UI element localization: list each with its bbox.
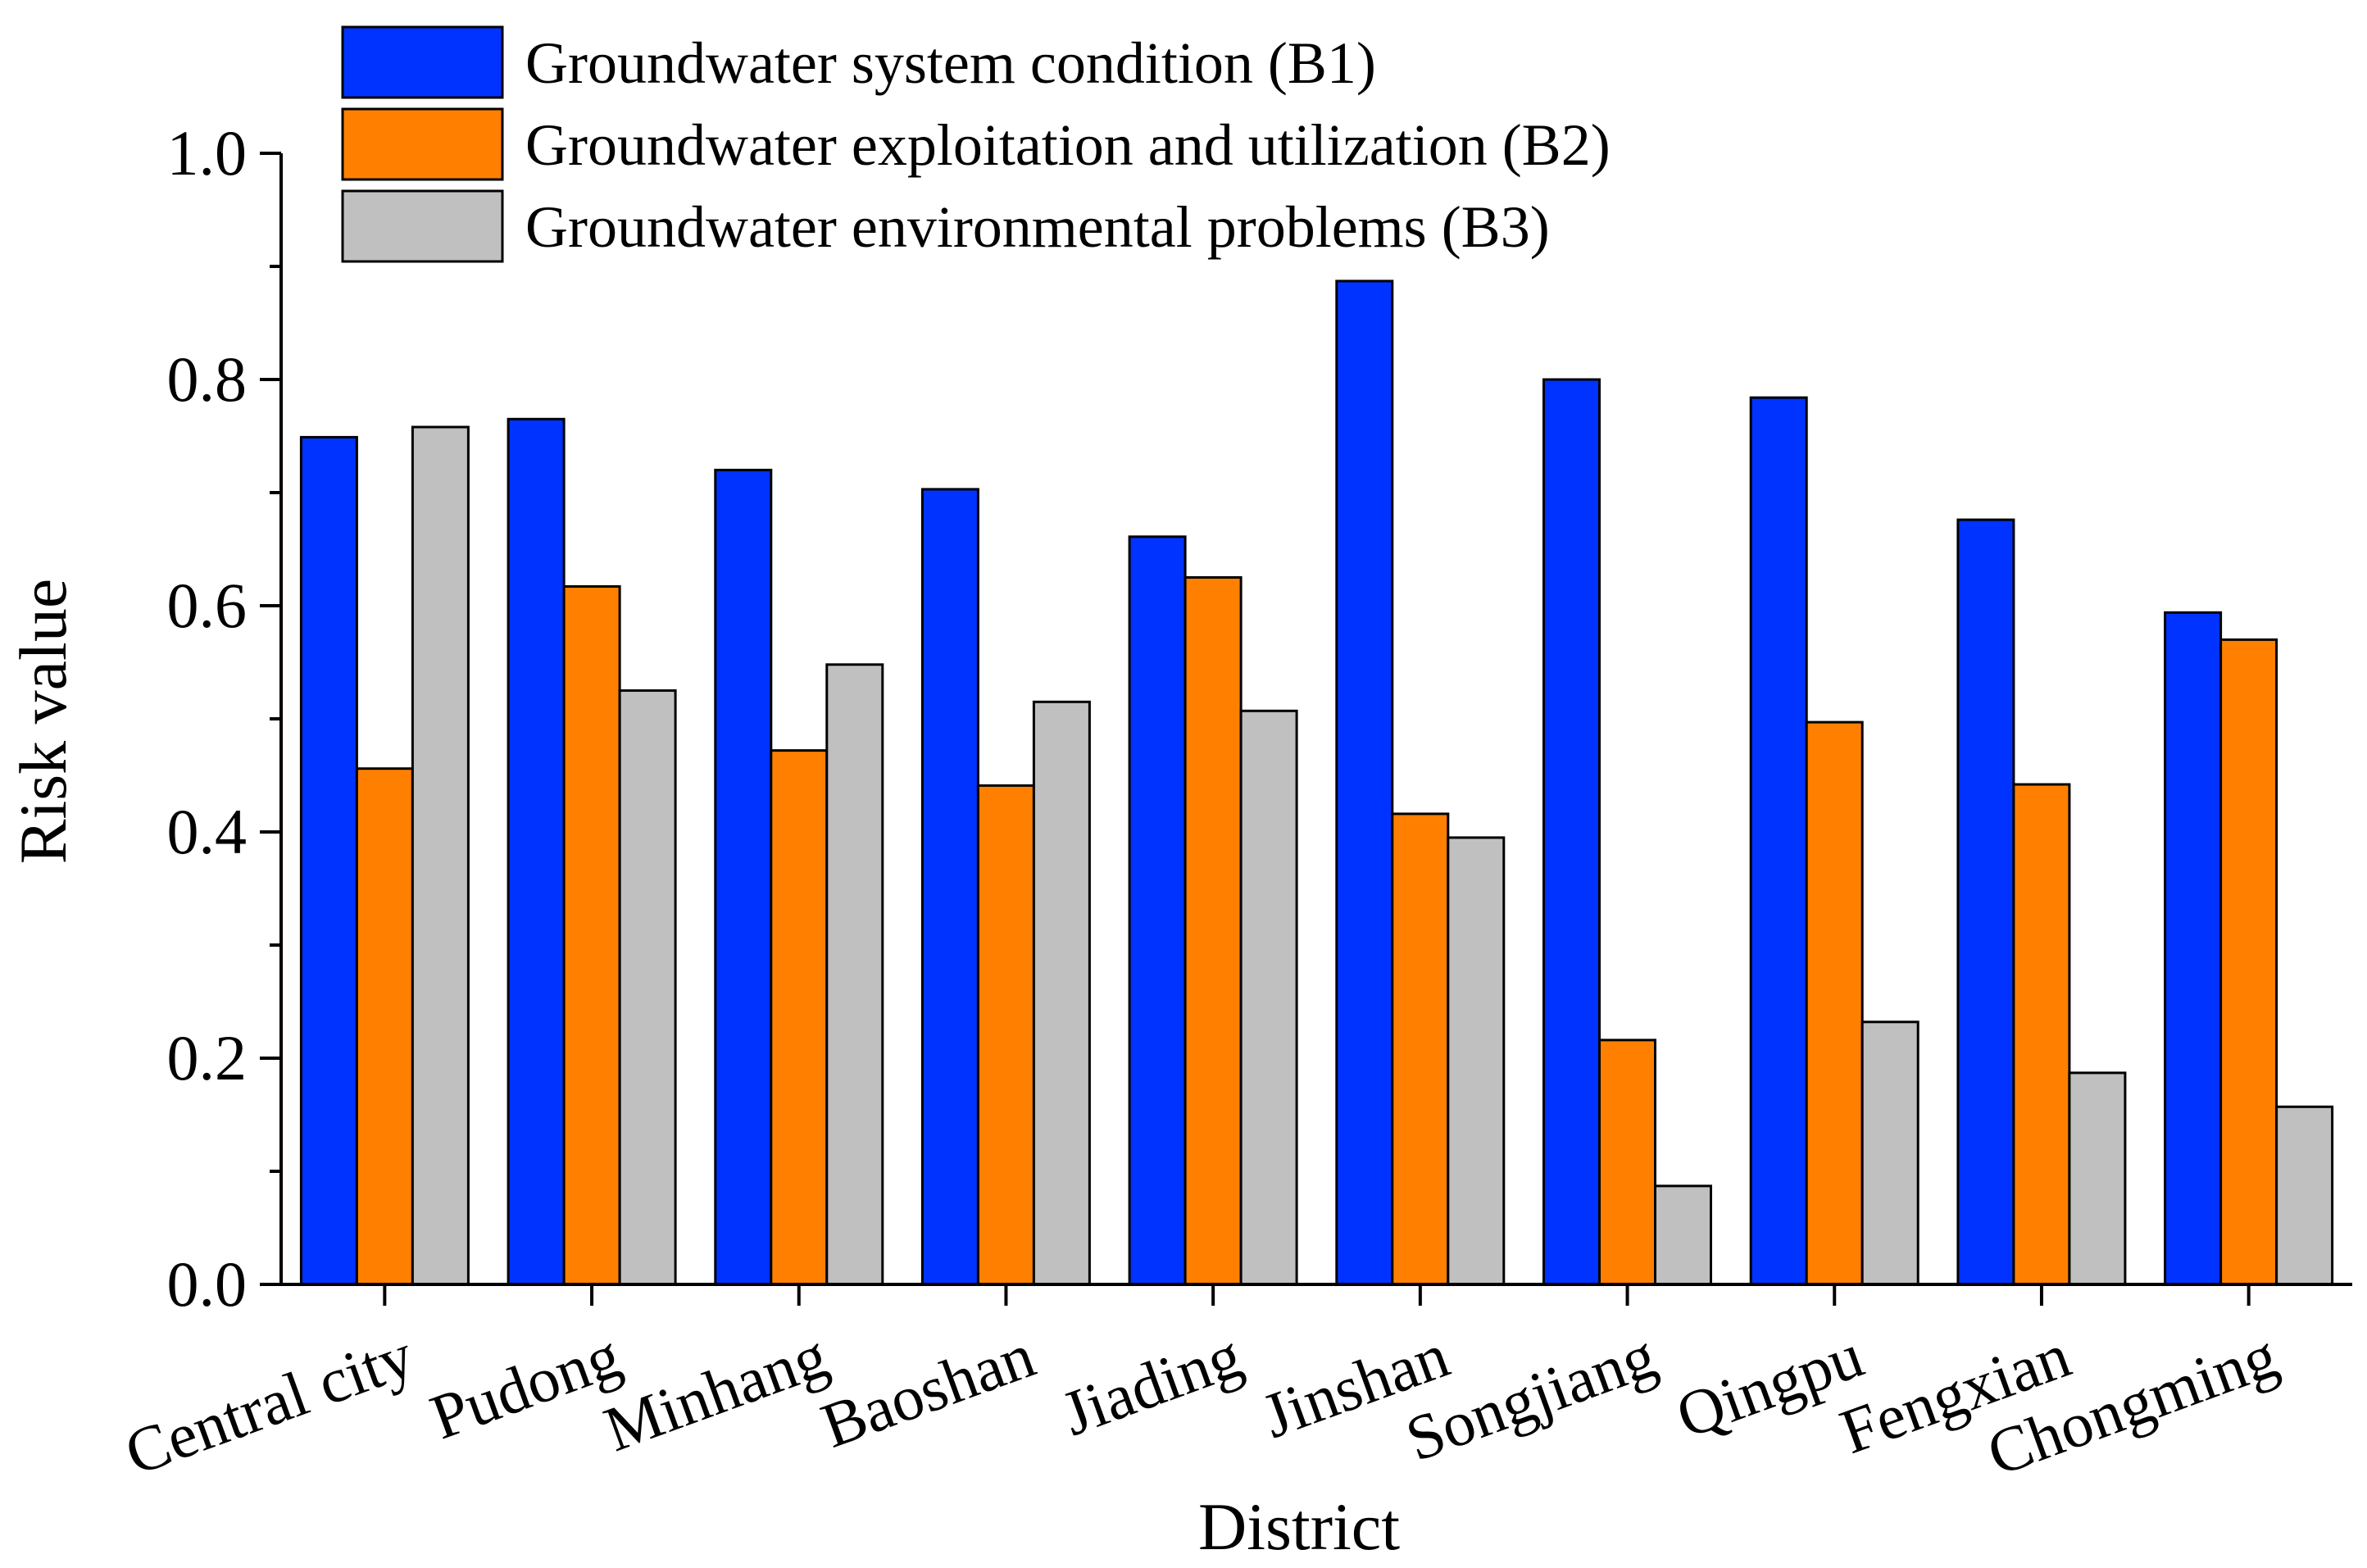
y-tick-label: 0.2 [167, 1022, 248, 1093]
bars-layer [299, 280, 2334, 1286]
x-tick-label: Central city [116, 1319, 422, 1488]
bar-central-city-b3 [411, 425, 470, 1286]
bar-chongming-b3 [2275, 1105, 2334, 1286]
bar-minhang-b2 [770, 749, 829, 1286]
bar-central-city-b2 [355, 767, 414, 1286]
bar-jiading-b1 [1128, 535, 1187, 1286]
x-tick-label: Jiading [1052, 1319, 1250, 1449]
legend-swatch-b2 [341, 107, 504, 181]
bar-minhang-b1 [714, 468, 773, 1286]
bar-qingpu-b3 [1860, 1020, 1919, 1286]
legend-label-b3: Groundwater environmental problems (B3) [525, 194, 1550, 260]
x-tick-label: Baoshan [812, 1319, 1043, 1461]
bar-pudong-b2 [562, 585, 621, 1286]
y-axis-title: Risk value [6, 579, 80, 864]
legend: Groundwater system condition (B1) Groundw… [341, 25, 1611, 263]
legend-swatch-b3 [341, 189, 504, 263]
bar-fengxian-b2 [2012, 783, 2071, 1286]
bar-fengxian-b3 [2068, 1071, 2127, 1286]
bar-jinshan-b3 [1447, 836, 1506, 1286]
legend-swatch-b1 [341, 25, 504, 99]
bar-songjiang-b3 [1654, 1184, 1712, 1286]
bar-jinshan-b1 [1335, 280, 1394, 1286]
bar-pudong-b1 [507, 417, 566, 1286]
bar-fengxian-b1 [1956, 518, 2015, 1286]
bar-qingpu-b2 [1805, 720, 1864, 1286]
bar-baoshan-b2 [976, 784, 1035, 1286]
bar-minhang-b3 [825, 663, 884, 1286]
y-tick-label: 0.0 [167, 1248, 248, 1320]
bar-chongming-b1 [2164, 611, 2223, 1286]
bar-qingpu-b1 [1749, 396, 1808, 1286]
bar-pudong-b3 [618, 689, 677, 1286]
x-tick-label: Pudong [421, 1319, 629, 1452]
legend-label-b1: Groundwater system condition (B1) [525, 30, 1376, 96]
bar-jiading-b2 [1184, 576, 1243, 1286]
x-axis-title: District [1198, 1489, 1400, 1564]
legend-label-b2: Groundwater exploitation and utilization… [525, 112, 1611, 178]
bar-jiading-b3 [1239, 709, 1298, 1286]
bar-jinshan-b2 [1391, 812, 1450, 1286]
x-tick-label: Minhang [595, 1319, 836, 1465]
bar-central-city-b1 [299, 435, 358, 1286]
x-tick-label: Qingpu [1667, 1319, 1872, 1452]
y-tick-label: 0.8 [167, 343, 248, 415]
bar-songjiang-b2 [1598, 1039, 1656, 1286]
y-tick-label: 1.0 [167, 117, 248, 189]
y-tick-label: 0.6 [167, 570, 248, 641]
bar-baoshan-b3 [1032, 700, 1091, 1286]
bar-songjiang-b1 [1542, 378, 1601, 1286]
bar-baoshan-b1 [920, 488, 979, 1286]
y-tick-label: 0.4 [167, 796, 248, 867]
bar-chongming-b2 [2219, 638, 2278, 1286]
